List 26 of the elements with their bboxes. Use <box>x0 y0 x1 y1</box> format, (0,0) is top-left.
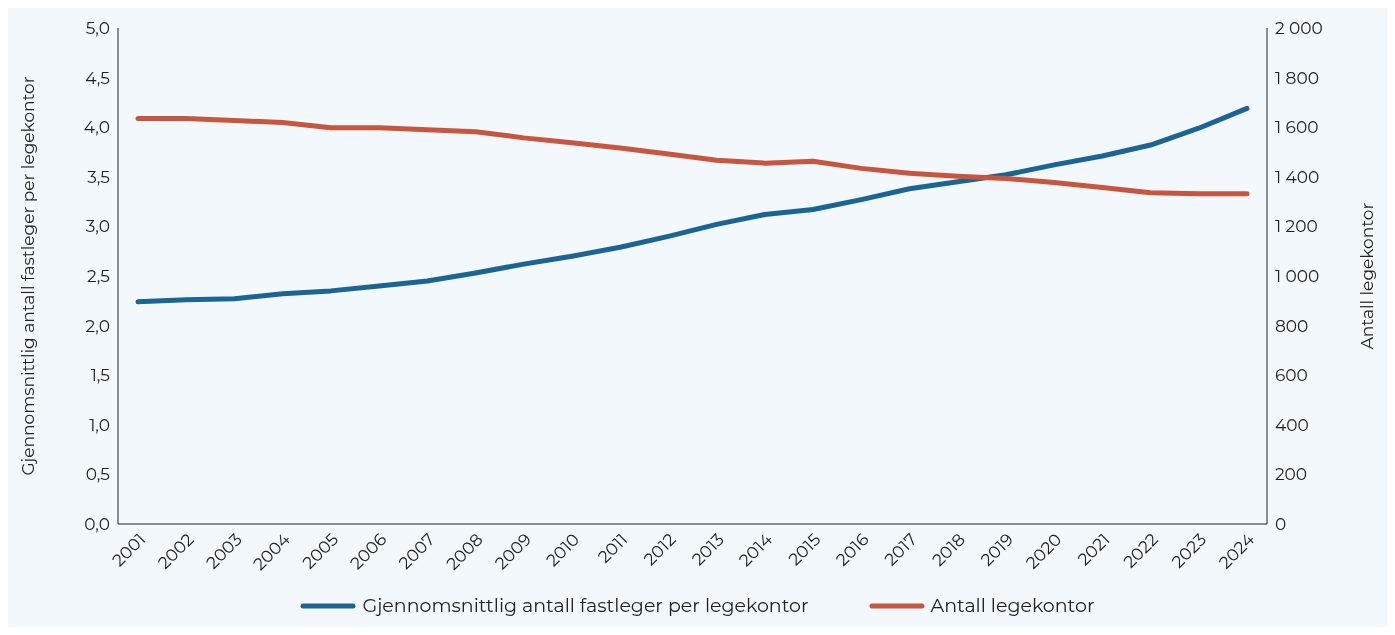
legend-label: Antall legekontor <box>929 594 1095 617</box>
y-tick-label: 4,5 <box>85 67 110 88</box>
y-tick-label: 0,0 <box>84 514 110 535</box>
y2-tick-label: 600 <box>1275 365 1308 386</box>
y2-tick-label: 1 200 <box>1275 216 1318 237</box>
y2-axis-title: Antall legekontor <box>1357 202 1378 350</box>
y2-tick-label: 1 000 <box>1275 266 1320 287</box>
y-tick-label: 5,0 <box>85 18 110 39</box>
y-axis-title: Gjennomsnittlig antall fastleger per legekontor <box>18 76 39 476</box>
y2-tick-label: 1 600 <box>1275 117 1319 138</box>
y2-tick-label: 200 <box>1275 464 1308 485</box>
y2-tick-label: 800 <box>1275 315 1309 336</box>
y-tick-label: 4,0 <box>83 117 110 138</box>
y2-tick-label: 1 800 <box>1275 67 1319 88</box>
y-tick-label: 0,5 <box>85 464 110 485</box>
y-tick-label: 1,5 <box>90 365 110 386</box>
y-tick-label: 3,0 <box>85 216 110 237</box>
y2-tick-label: 400 <box>1275 414 1309 435</box>
y-tick-label: 2,5 <box>86 266 110 287</box>
y2-tick-label: 0 <box>1275 514 1287 535</box>
y-tick-label: 2,0 <box>85 315 110 336</box>
y2-tick-label: 2 000 <box>1275 18 1323 39</box>
y2-tick-label: 1 400 <box>1275 166 1320 187</box>
legend-label: Gjennomsnittlig antall fastleger per legekontor <box>361 594 809 617</box>
y-tick-label: 1,0 <box>89 414 110 435</box>
y-tick-label: 3,5 <box>87 166 110 187</box>
